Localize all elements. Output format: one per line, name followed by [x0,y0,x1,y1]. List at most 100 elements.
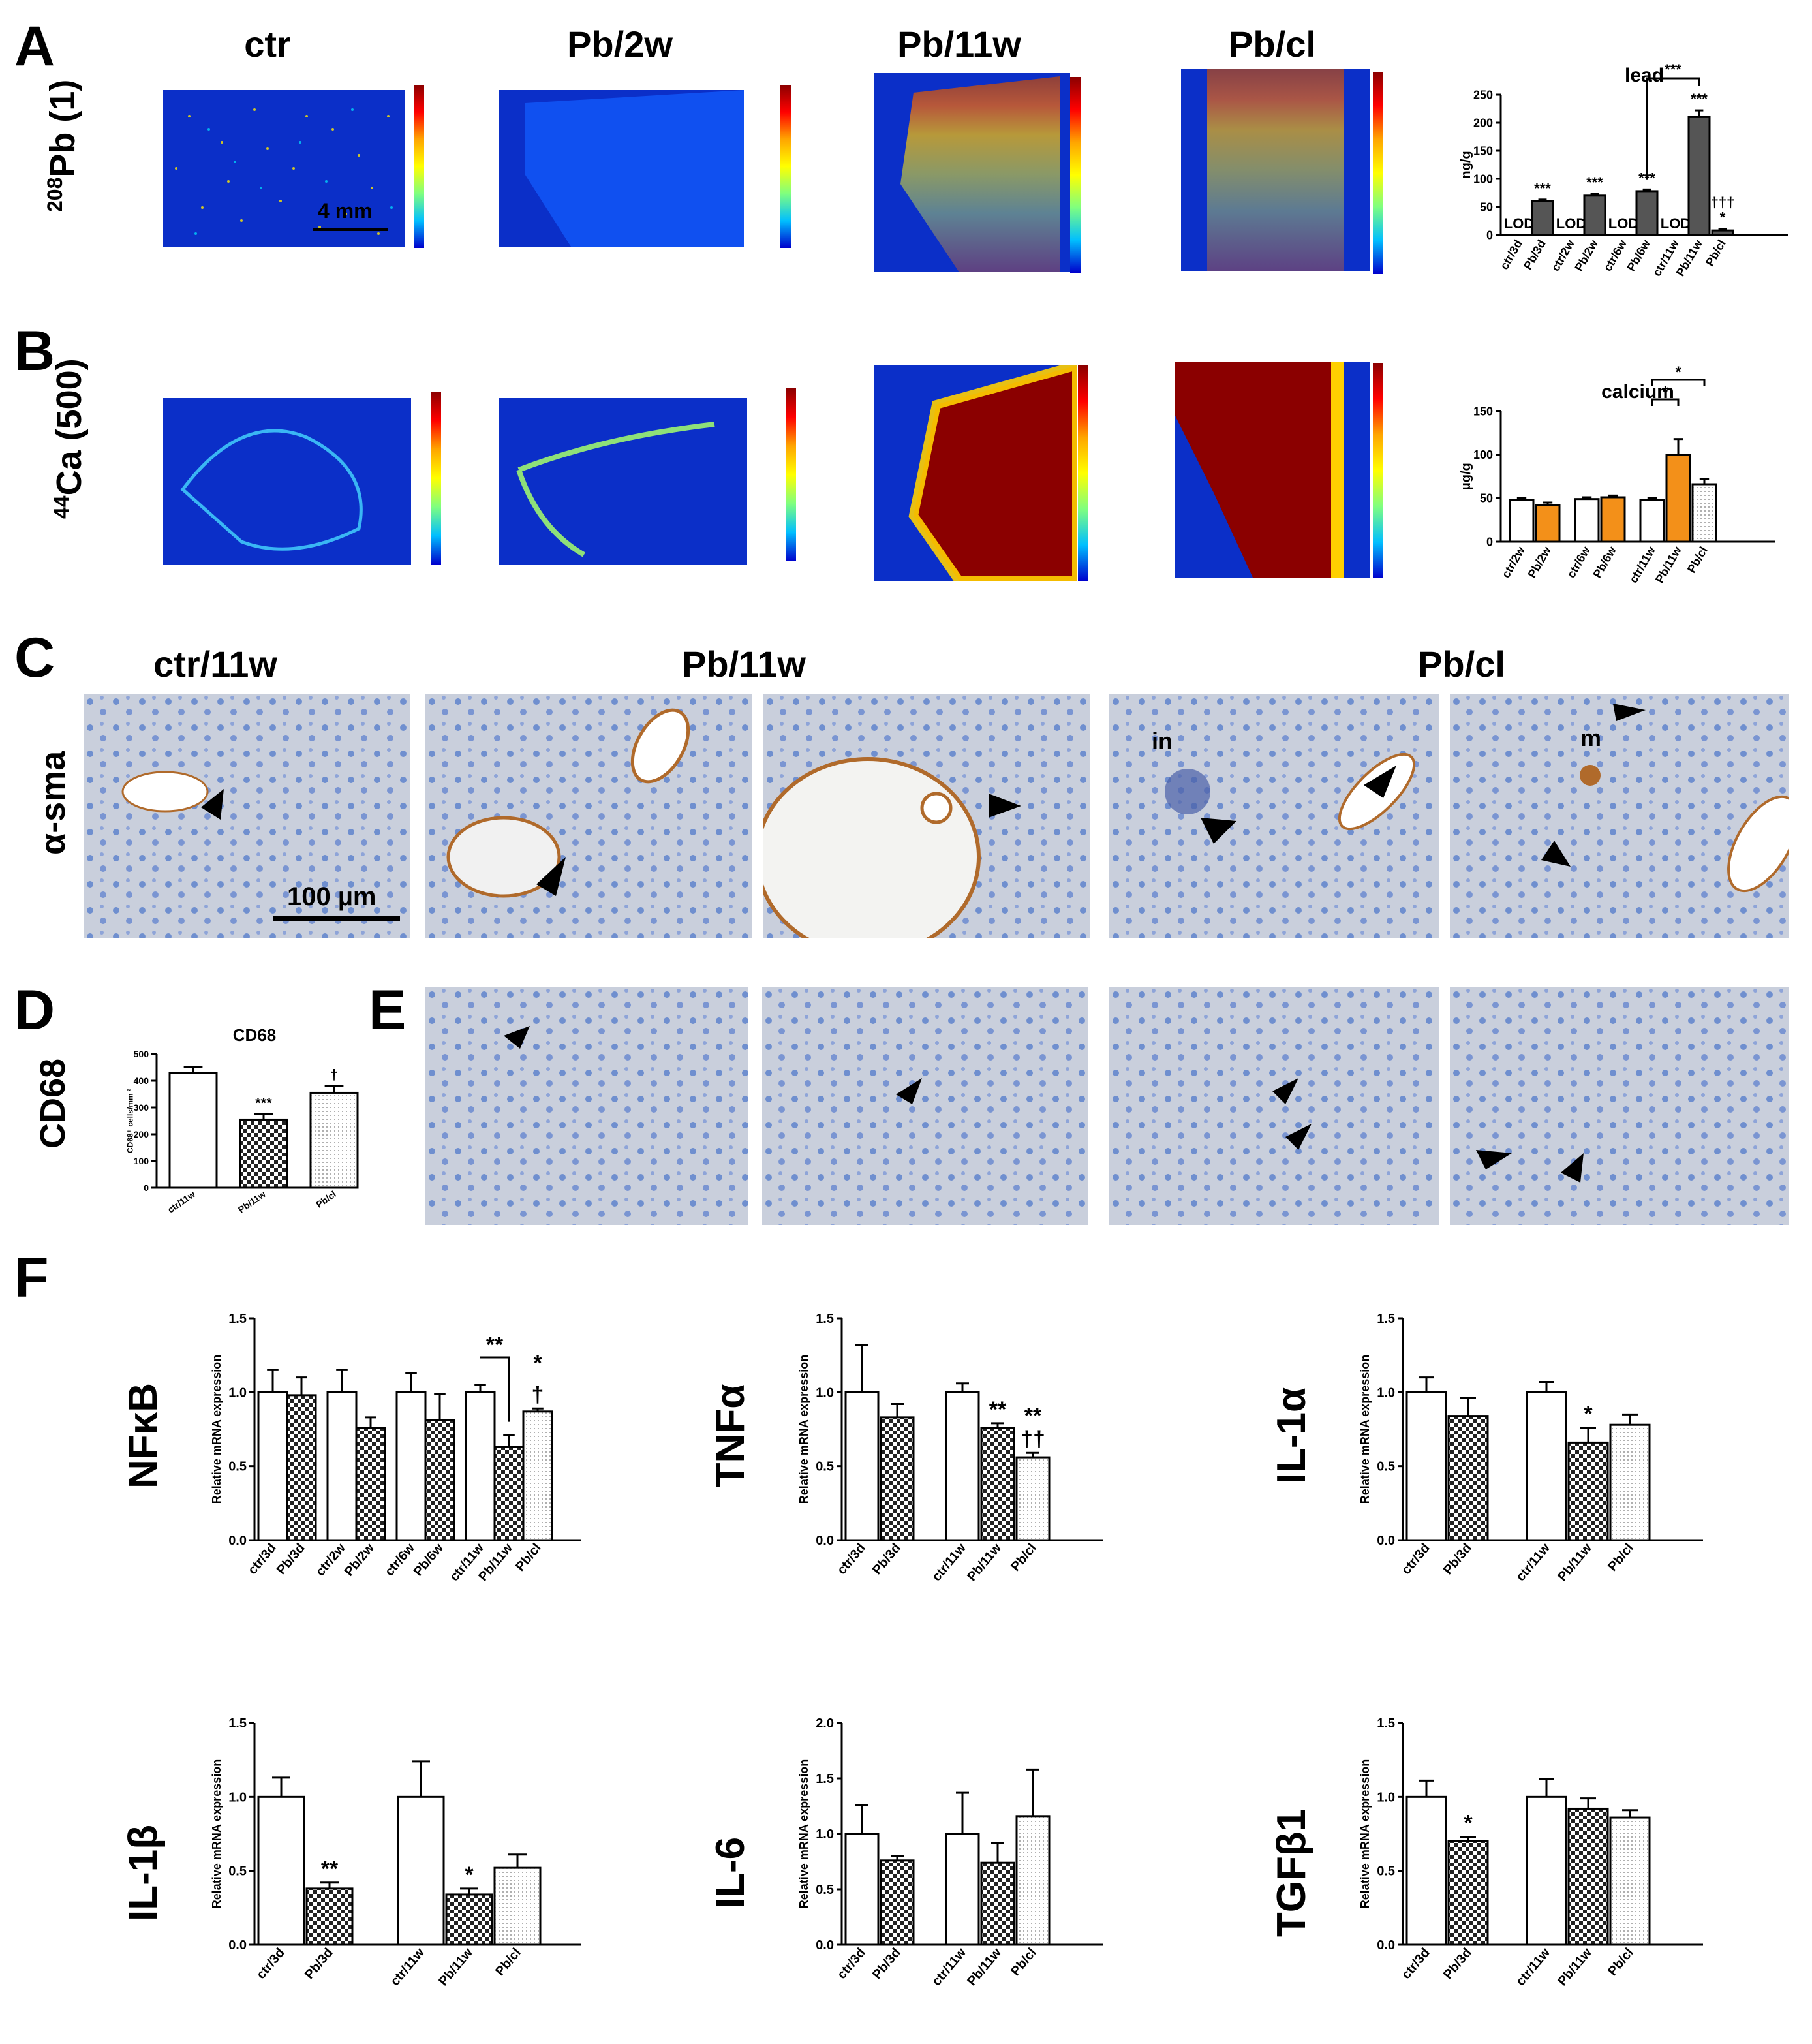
panel-label-a: A [14,15,55,78]
colorbar-b-ctr [431,392,441,565]
arrowhead-c7 [1541,841,1571,867]
colorbar-b-pb2w [786,388,796,561]
x-tick-label: Pb/3d [274,1541,308,1577]
chart-tgfb1: 0.0 0.5 1.0 1.5 Relative mRNA expression TGFβ… [1269,1716,1703,1989]
heatmap-b-pb11w [874,365,1077,581]
bracket-label: * [1662,383,1668,401]
significance-label: ** [989,1397,1007,1422]
gene-label: IL-6 [708,1837,753,1909]
panel-label-f: F [14,1247,49,1309]
bar [493,1866,542,1946]
bar [424,1419,455,1541]
x-tick-label: ctr/11w [166,1188,197,1215]
x-tick-label: ctr/11w [1513,1541,1553,1584]
arrowhead-e3 [1272,1078,1298,1104]
significance-label: * [1720,209,1726,226]
x-tick-label: ctr/6w [382,1541,418,1579]
chart-il6: 0.0 0.5 1.0 1.5 2.0 Relative mRNA expression I… [708,1716,1103,1989]
x-tick-label: ctr/3d [835,1541,868,1577]
bar [493,1446,525,1541]
x-tick-label: ctr/6w [1565,544,1593,580]
bar [1609,1816,1651,1946]
x-tick-label: Pb/cl [1605,1541,1636,1574]
row-b-mass: 44 [50,495,73,519]
micrograph-c-ctr11w [84,694,410,938]
y-tick-label: 0.5 [228,1460,247,1474]
row-b-element: Ca (500) [50,358,89,496]
y-axis-label: CD68⁺ cells/mm ² [126,1089,135,1153]
y-tick-label: 100 [1473,448,1493,461]
x-tick-label: Pb/6w [411,1541,446,1579]
x-tick-label: ctr/3d [1399,1945,1433,1982]
x-tick-label: ctr/2w [1499,544,1528,580]
row-a-label: 208Pb (1) [42,80,101,212]
bar [1567,1441,1609,1541]
chart-lead: 0 50 100 150 200 250 ng/g lead LOD ctr/3d *** Pb/3d… [1459,61,1788,279]
x-tick-label: Pb/3d [302,1945,336,1982]
bar [1711,229,1734,236]
y-tick-label: 1.5 [228,1716,247,1731]
y-axis-label: Relative mRNA expression [797,1759,810,1908]
significance-label: *** [1691,91,1708,107]
micrograph-c-pbcl-1: in [1109,694,1439,938]
row-c-label: α-sma [33,751,72,855]
y-tick-label: 0 [1486,228,1493,241]
x-tick-label: Pb/11w [236,1188,268,1215]
bar [1526,1391,1567,1541]
x-tick-label: Pb/2w [342,1541,377,1579]
heatmap-b-ctr [163,398,411,565]
bracket [1646,77,1700,180]
chart-tnfa: 0.0 0.5 1.0 1.5 Relative mRNA expression TNFα… [708,1312,1103,1584]
arrowhead-e2 [896,1078,922,1104]
col-head-pbcl: Pb/cl [1229,23,1316,65]
x-tick-label: ctr/3d [835,1945,868,1982]
colorbar-a-pb11w [1070,77,1081,273]
x-tick-label: ctr/11w [929,1945,969,1989]
gene-label: NFκB [121,1383,166,1489]
y-tick-label: 300 [134,1102,149,1113]
arrowhead-c6 [1613,704,1646,721]
scalebar-100um-label: 100 µm [287,882,376,911]
bar [1583,194,1606,236]
y-tick-label: 1.5 [816,1312,834,1326]
y-tick-label: 1.5 [1377,1312,1395,1326]
bar [1635,190,1659,236]
y-tick-label: 1.0 [816,1386,834,1400]
arrowhead-c2 [536,857,566,896]
y-axis-label: Relative mRNA expression [210,1759,223,1908]
x-tick-label: Pb/3d [1441,1945,1475,1982]
x-tick-label: Pb/3d [870,1541,904,1577]
bar [844,1833,880,1946]
row-b-label: 44Ca (500) [49,358,108,519]
x-tick-label: Pb/11w [1653,544,1684,585]
heatmap-b-pb2w [499,398,747,565]
gene-label: TNFα [708,1384,753,1488]
x-tick-label: Pb/cl [1685,544,1710,575]
bar [286,1394,317,1541]
bar [980,1861,1015,1946]
row-a-element: Pb (1) [43,79,82,178]
y-tick-label: 200 [134,1129,149,1139]
y-tick-label: 0.5 [1377,1460,1395,1474]
y-tick-label: 1.0 [1377,1386,1395,1400]
bar [1015,1815,1051,1946]
y-tick-label: 1.5 [816,1772,834,1786]
x-tick-label: Pb/cl [513,1541,544,1574]
heatmap-a-ctr [163,90,405,247]
bar [880,1416,915,1541]
col-head-c-pbcl: Pb/cl [1418,643,1505,685]
col-head-ctr: ctr [244,23,291,65]
bar [980,1427,1015,1541]
bar [465,1391,496,1541]
col-head-pb2w: Pb/2w [567,23,673,65]
x-tick-label: Pb/cl [493,1945,524,1979]
significance-label: *** [1586,174,1603,191]
bar [309,1091,359,1189]
significance-label: * [465,1863,474,1887]
y-axis-label: Relative mRNA expression [797,1355,810,1504]
panel-label-b: B [14,320,55,382]
y-tick-label: 0.0 [1377,1534,1395,1548]
y-tick-label: 100 [134,1156,149,1166]
gene-label: IL-1β [121,1825,166,1921]
